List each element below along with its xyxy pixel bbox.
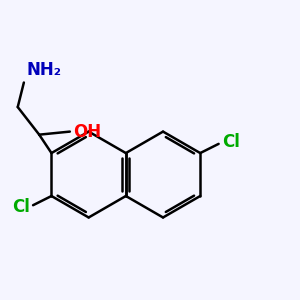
- Text: Cl: Cl: [222, 133, 240, 151]
- Text: Cl: Cl: [12, 198, 30, 216]
- Text: OH: OH: [73, 123, 101, 141]
- Text: NH₂: NH₂: [27, 61, 62, 80]
